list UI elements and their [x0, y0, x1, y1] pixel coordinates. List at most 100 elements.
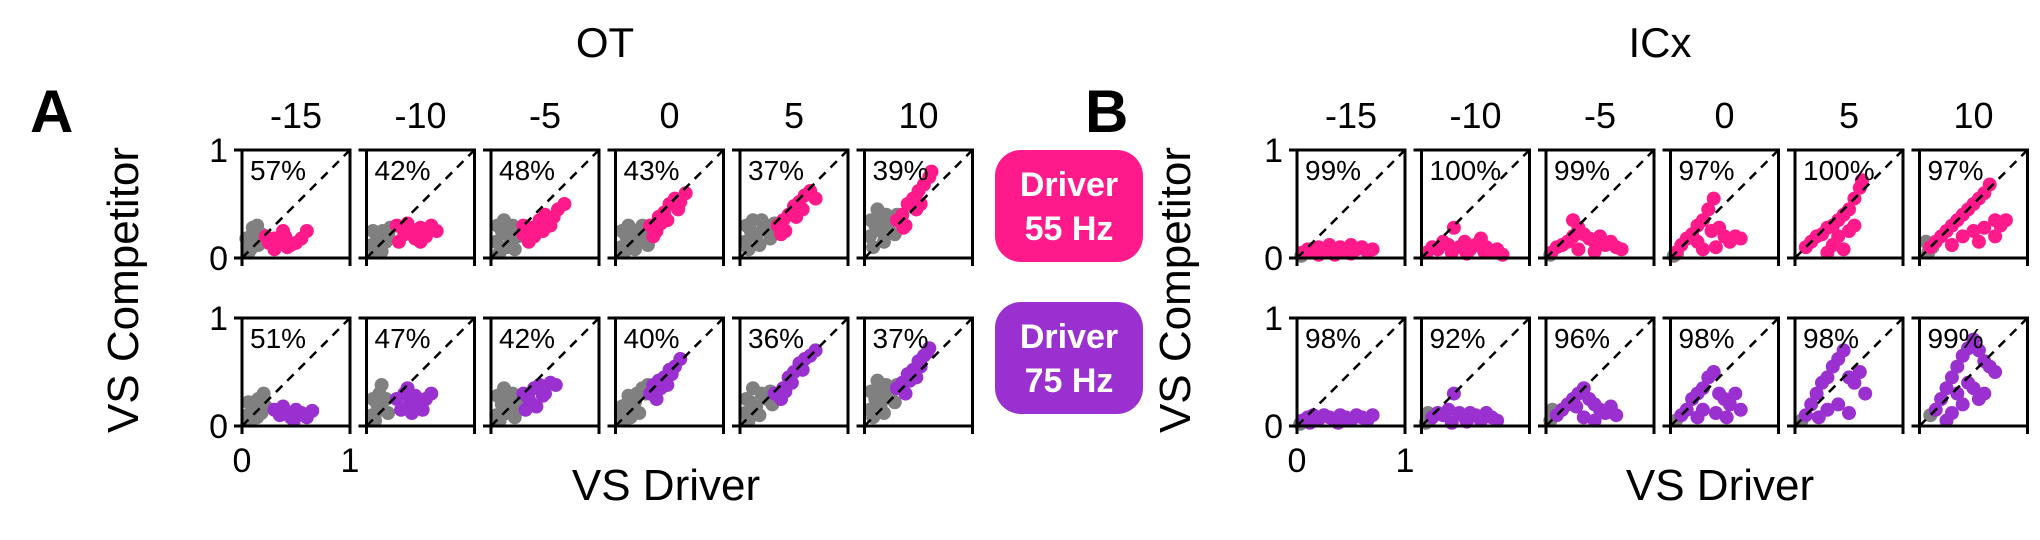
- driver-point: [415, 402, 430, 417]
- x-tick-label: 1: [1396, 442, 1415, 480]
- column-label: -5: [529, 95, 561, 136]
- scatter-panel: 98%: [1289, 316, 1407, 434]
- driver-point: [1847, 218, 1862, 233]
- y-tick-label: 0: [209, 408, 228, 446]
- scatter-panel: 99%: [1911, 316, 2029, 434]
- driver-point: [1614, 242, 1629, 257]
- column-label: 5: [784, 95, 804, 136]
- driver-point: [1852, 365, 1867, 379]
- driver-point: [413, 234, 428, 249]
- driver-point: [1571, 242, 1586, 257]
- scatter-panel: 100%: [1787, 148, 1905, 266]
- panel-frame: [614, 148, 725, 260]
- driver-point: [1977, 220, 1992, 235]
- panel-frame: [614, 316, 725, 428]
- driver-point: [671, 202, 686, 217]
- driver-point: [646, 229, 661, 244]
- driver-point: [394, 402, 409, 417]
- badge-line1: Driver: [1020, 166, 1118, 204]
- driver-point: [895, 207, 910, 222]
- gray-point: [872, 209, 887, 224]
- percent-label: 92%: [1430, 323, 1486, 354]
- driver-point: [1858, 386, 1873, 401]
- driver-point: [1706, 191, 1721, 206]
- driver-point: [778, 384, 793, 399]
- driver-point: [1820, 370, 1835, 385]
- scatter-panel: 37%: [856, 316, 974, 434]
- scatter-panel: 98%: [1787, 316, 1905, 434]
- driver-point: [1365, 242, 1380, 257]
- driver-point: [664, 367, 679, 382]
- driver-point: [535, 224, 550, 238]
- gray-point: [250, 218, 265, 233]
- driver-point: [1944, 370, 1959, 385]
- driver-point: [1955, 397, 1970, 412]
- panel-frame: [1420, 148, 1531, 260]
- driver-point: [673, 352, 688, 367]
- gray-point: [741, 413, 756, 428]
- percent-label: 96%: [1554, 323, 1610, 354]
- scatter-panel: 98%: [1662, 316, 1780, 434]
- gray-point: [745, 381, 760, 396]
- percent-label: 48%: [499, 155, 555, 186]
- gray-point: [876, 234, 891, 249]
- scatter-panel: 97%: [1662, 148, 1780, 266]
- gray-point: [627, 395, 642, 410]
- driver-point: [1690, 234, 1705, 249]
- driver-point: [1836, 242, 1851, 257]
- driver-point: [299, 224, 314, 238]
- driver-point: [1966, 381, 1981, 396]
- column-labels-a: -15 -10 -5 0 5 10: [270, 95, 939, 136]
- panel-frame: [1793, 148, 1905, 260]
- gray-point: [499, 406, 514, 421]
- driver-point: [1836, 343, 1851, 358]
- driver-point: [1988, 365, 2003, 379]
- gray-point: [374, 244, 389, 259]
- x-axis-label-a: VS Driver: [572, 461, 760, 510]
- panel-frame: [1295, 148, 1407, 260]
- gray-point: [872, 381, 887, 396]
- driver-point: [1566, 213, 1580, 228]
- gray-point: [490, 388, 505, 403]
- panel-frame: [365, 148, 476, 260]
- column-label: -10: [1449, 95, 1501, 136]
- percent-label: 98%: [1679, 323, 1735, 354]
- driver-point: [1587, 244, 1602, 259]
- driver-point: [424, 386, 439, 401]
- driver-point: [1733, 231, 1748, 246]
- percent-label: 100%: [1803, 155, 1875, 186]
- driver-point: [1966, 332, 1981, 347]
- driver-point: [1722, 397, 1737, 412]
- gray-point: [492, 245, 507, 260]
- panel-frame: [489, 316, 601, 428]
- driver-point: [1939, 381, 1954, 396]
- driver-point: [1977, 386, 1992, 401]
- driver-point: [1490, 413, 1505, 428]
- panel-frame: [1918, 316, 2029, 428]
- percent-label: 97%: [1679, 155, 1735, 186]
- gray-point: [241, 395, 256, 410]
- y-axis-label-b: VS Competitor: [1151, 147, 1200, 433]
- percent-label: 98%: [1803, 323, 1859, 354]
- driver-point: [1820, 245, 1835, 260]
- driver-point: [1365, 408, 1380, 423]
- panel-frame: [1544, 148, 1656, 260]
- driver-point: [289, 235, 303, 250]
- x-tick-label: 1: [341, 442, 360, 480]
- panel-group-a: A OT VS Competitor VS Driver -15 -10 -5 0 5 1…: [30, 19, 974, 510]
- badge-line2: 75 Hz: [1025, 362, 1114, 400]
- scatter-panel: 51%: [234, 316, 352, 434]
- gray-point: [763, 231, 778, 246]
- x-tick-label: 0: [233, 442, 252, 480]
- y-tick-label: 1: [209, 300, 228, 338]
- scatter-panel: 57%: [234, 148, 352, 266]
- y-tick-label: 1: [1264, 300, 1283, 338]
- percent-label: 47%: [375, 323, 431, 354]
- percent-label: 57%: [250, 155, 306, 186]
- scatter-panel: 48%: [483, 148, 601, 266]
- driver-point: [262, 235, 276, 250]
- panel-frame: [1420, 316, 1531, 428]
- driver-point: [548, 377, 563, 392]
- driver-point: [1444, 415, 1459, 430]
- driver-point: [1311, 247, 1326, 262]
